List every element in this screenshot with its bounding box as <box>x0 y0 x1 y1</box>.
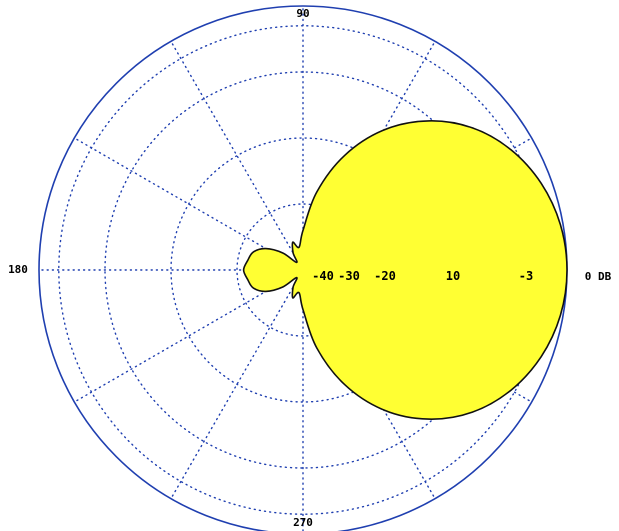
grid-spoke-240 <box>170 269 304 500</box>
radial-label-minus-20: -20 <box>374 269 396 283</box>
grid-spoke-120 <box>170 40 304 271</box>
grid-spoke-300 <box>302 269 436 500</box>
grid-spoke-210 <box>73 269 304 403</box>
chart-labels: 90 180 270 -40 -30 -20 10 -3 0 DB <box>8 7 612 529</box>
radial-label-minus-40: -40 <box>312 269 334 283</box>
radial-label-10: 10 <box>446 269 460 283</box>
radiation-pattern-area <box>242 120 568 420</box>
radial-label-minus-30: -30 <box>338 269 360 283</box>
radial-label-minus-3: -3 <box>519 269 533 283</box>
angle-label-270: 270 <box>293 516 313 529</box>
grid-spoke-60 <box>302 40 436 271</box>
radial-label-0-db: 0 DB <box>585 270 612 283</box>
angle-label-180: 180 <box>8 263 28 276</box>
angle-label-90: 90 <box>296 7 309 20</box>
grid-spoke-150 <box>73 137 304 271</box>
